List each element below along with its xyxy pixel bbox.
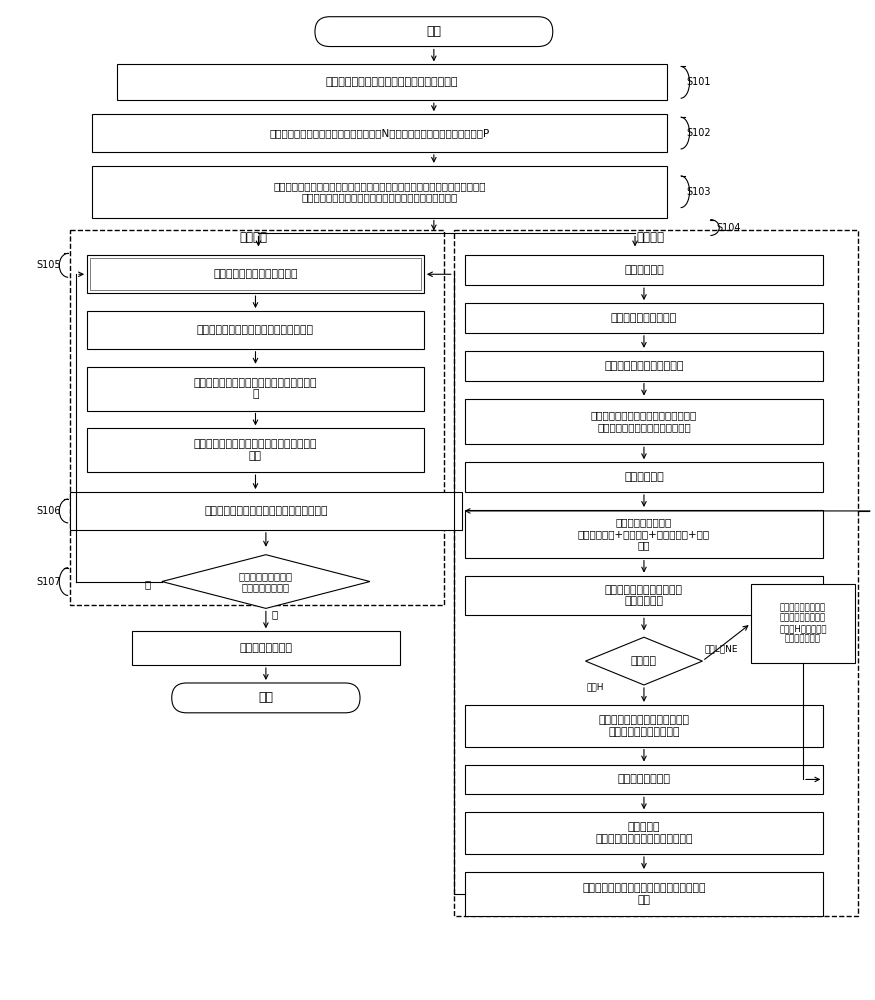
- Bar: [92, 166, 667, 218]
- Text: 是: 是: [272, 609, 278, 619]
- Text: 评级函数: 评级函数: [631, 656, 657, 666]
- Bar: [87, 428, 424, 472]
- Bar: [465, 765, 823, 794]
- Bar: [465, 812, 823, 854]
- Text: 输入机组数据、负荷相关数据和价格信息数据: 输入机组数据、负荷相关数据和价格信息数据: [326, 77, 458, 87]
- Text: S106: S106: [37, 506, 61, 516]
- Text: 临近父代规划方案产
生高斯扰动因子、临
近评级H父代变异产
生子代规划方案: 临近父代规划方案产 生高斯扰动因子、临 近评级H父代变异产 生子代规划方案: [780, 603, 827, 643]
- Bar: [92, 114, 667, 152]
- Text: 轮盘赌更新形势知识：选出优秀电源规划方
案: 轮盘赌更新形势知识：选出优秀电源规划方 案: [193, 378, 318, 399]
- Text: 自然选择：
优秀规划方案替换较劣质规划方案: 自然选择： 优秀规划方案替换较劣质规划方案: [595, 822, 693, 844]
- Polygon shape: [162, 555, 370, 608]
- Bar: [465, 462, 823, 492]
- Text: 随机生产模拟: 随机生产模拟: [624, 472, 664, 482]
- Text: 初始化信仰空间：设定约束条件构成可行域（标准知识）、储存较优规划方案
（形势知识）、划分规划区域并评价子空间（地形知识）: 初始化信仰空间：设定约束条件构成可行域（标准知识）、储存较优规划方案 （形势知识…: [273, 181, 486, 203]
- Bar: [87, 311, 424, 349]
- FancyBboxPatch shape: [315, 17, 553, 47]
- Bar: [465, 576, 823, 615]
- Text: 父代规划方案产生高斯扰动因子
并变异产生子代规划方案: 父代规划方案产生高斯扰动因子 并变异产生子代规划方案: [598, 715, 690, 737]
- Text: S107: S107: [37, 577, 61, 587]
- Bar: [465, 510, 823, 558]
- Bar: [465, 399, 823, 444]
- Bar: [132, 631, 400, 665]
- Bar: [465, 705, 823, 747]
- Bar: [87, 255, 424, 293]
- Polygon shape: [585, 637, 703, 685]
- Bar: [465, 351, 823, 381]
- Bar: [70, 492, 462, 530]
- Bar: [465, 872, 823, 916]
- Text: 抽蓄机组价格影响策略分析: 抽蓄机组价格影响策略分析: [605, 361, 683, 371]
- Text: 余弦递减函数更新惯性权重
学习因子调整: 余弦递减函数更新惯性权重 学习因子调整: [605, 585, 683, 606]
- FancyBboxPatch shape: [172, 683, 360, 713]
- Text: S103: S103: [687, 187, 711, 197]
- Text: S101: S101: [687, 77, 711, 87]
- Text: 更新信仰空间最优规划方案和全局最优规划
方案: 更新信仰空间最优规划方案和全局最优规划 方案: [193, 439, 318, 461]
- Text: S102: S102: [687, 128, 711, 138]
- Text: 评级L或NE: 评级L或NE: [704, 644, 738, 653]
- Text: S104: S104: [717, 223, 741, 233]
- Text: 边界随机处理策略: 边界随机处理策略: [618, 774, 670, 784]
- Text: 否: 否: [145, 580, 151, 590]
- Text: 输出最优规划方案: 输出最优规划方案: [240, 643, 292, 653]
- Text: 配置储能的风电场、太阳能电站发电能
力、调峰能力、允许弃能空间分析: 配置储能的风电场、太阳能电站发电能 力、调峰能力、允许弃能空间分析: [591, 411, 697, 432]
- Text: 评级H: 评级H: [586, 682, 604, 691]
- Text: 粒子群算法变异：产生新的电源规划方案: 粒子群算法变异：产生新的电源规划方案: [197, 325, 314, 335]
- Text: S105: S105: [37, 260, 61, 270]
- Bar: [116, 64, 667, 100]
- Text: 水电调节性能时空分析: 水电调节性能时空分析: [611, 313, 677, 323]
- Bar: [87, 367, 424, 410]
- Text: 火电机组检修: 火电机组检修: [624, 265, 664, 275]
- Bar: [465, 255, 823, 285]
- Text: 全局最优费用前后迭
代差值小于阈值？: 全局最优费用前后迭 代差值小于阈值？: [239, 571, 293, 592]
- Text: 种群空间: 种群空间: [636, 231, 664, 244]
- Text: 结束: 结束: [258, 691, 273, 704]
- Bar: [751, 584, 855, 663]
- Text: 更新种群空间最优规划方案和全局最优规划
方案: 更新种群空间最优规划方案和全局最优规划 方案: [582, 883, 706, 905]
- Text: 接受操作：淘汰劣质规划方案: 接受操作：淘汰劣质规划方案: [214, 269, 298, 279]
- Text: 信仰空间: 信仰空间: [239, 231, 267, 244]
- Text: 评价方案目标函数：
电源投资成本+燃料成本+碳排放成本+弃能
成本: 评价方案目标函数： 电源投资成本+燃料成本+碳排放成本+弃能 成本: [578, 517, 710, 550]
- Bar: [70, 230, 444, 605]
- Bar: [453, 230, 858, 916]
- Text: 初始化种群空间：设置电源规划方案数量N、方案待选电源数量及方案淘汰率P: 初始化种群空间：设置电源规划方案数量N、方案待选电源数量及方案淘汰率P: [270, 128, 489, 138]
- Bar: [465, 303, 823, 333]
- Text: 评比种群空间和信仰空间全局最优规划方案: 评比种群空间和信仰空间全局最优规划方案: [204, 506, 327, 516]
- Text: 开始: 开始: [426, 25, 441, 38]
- Bar: [90, 258, 421, 290]
